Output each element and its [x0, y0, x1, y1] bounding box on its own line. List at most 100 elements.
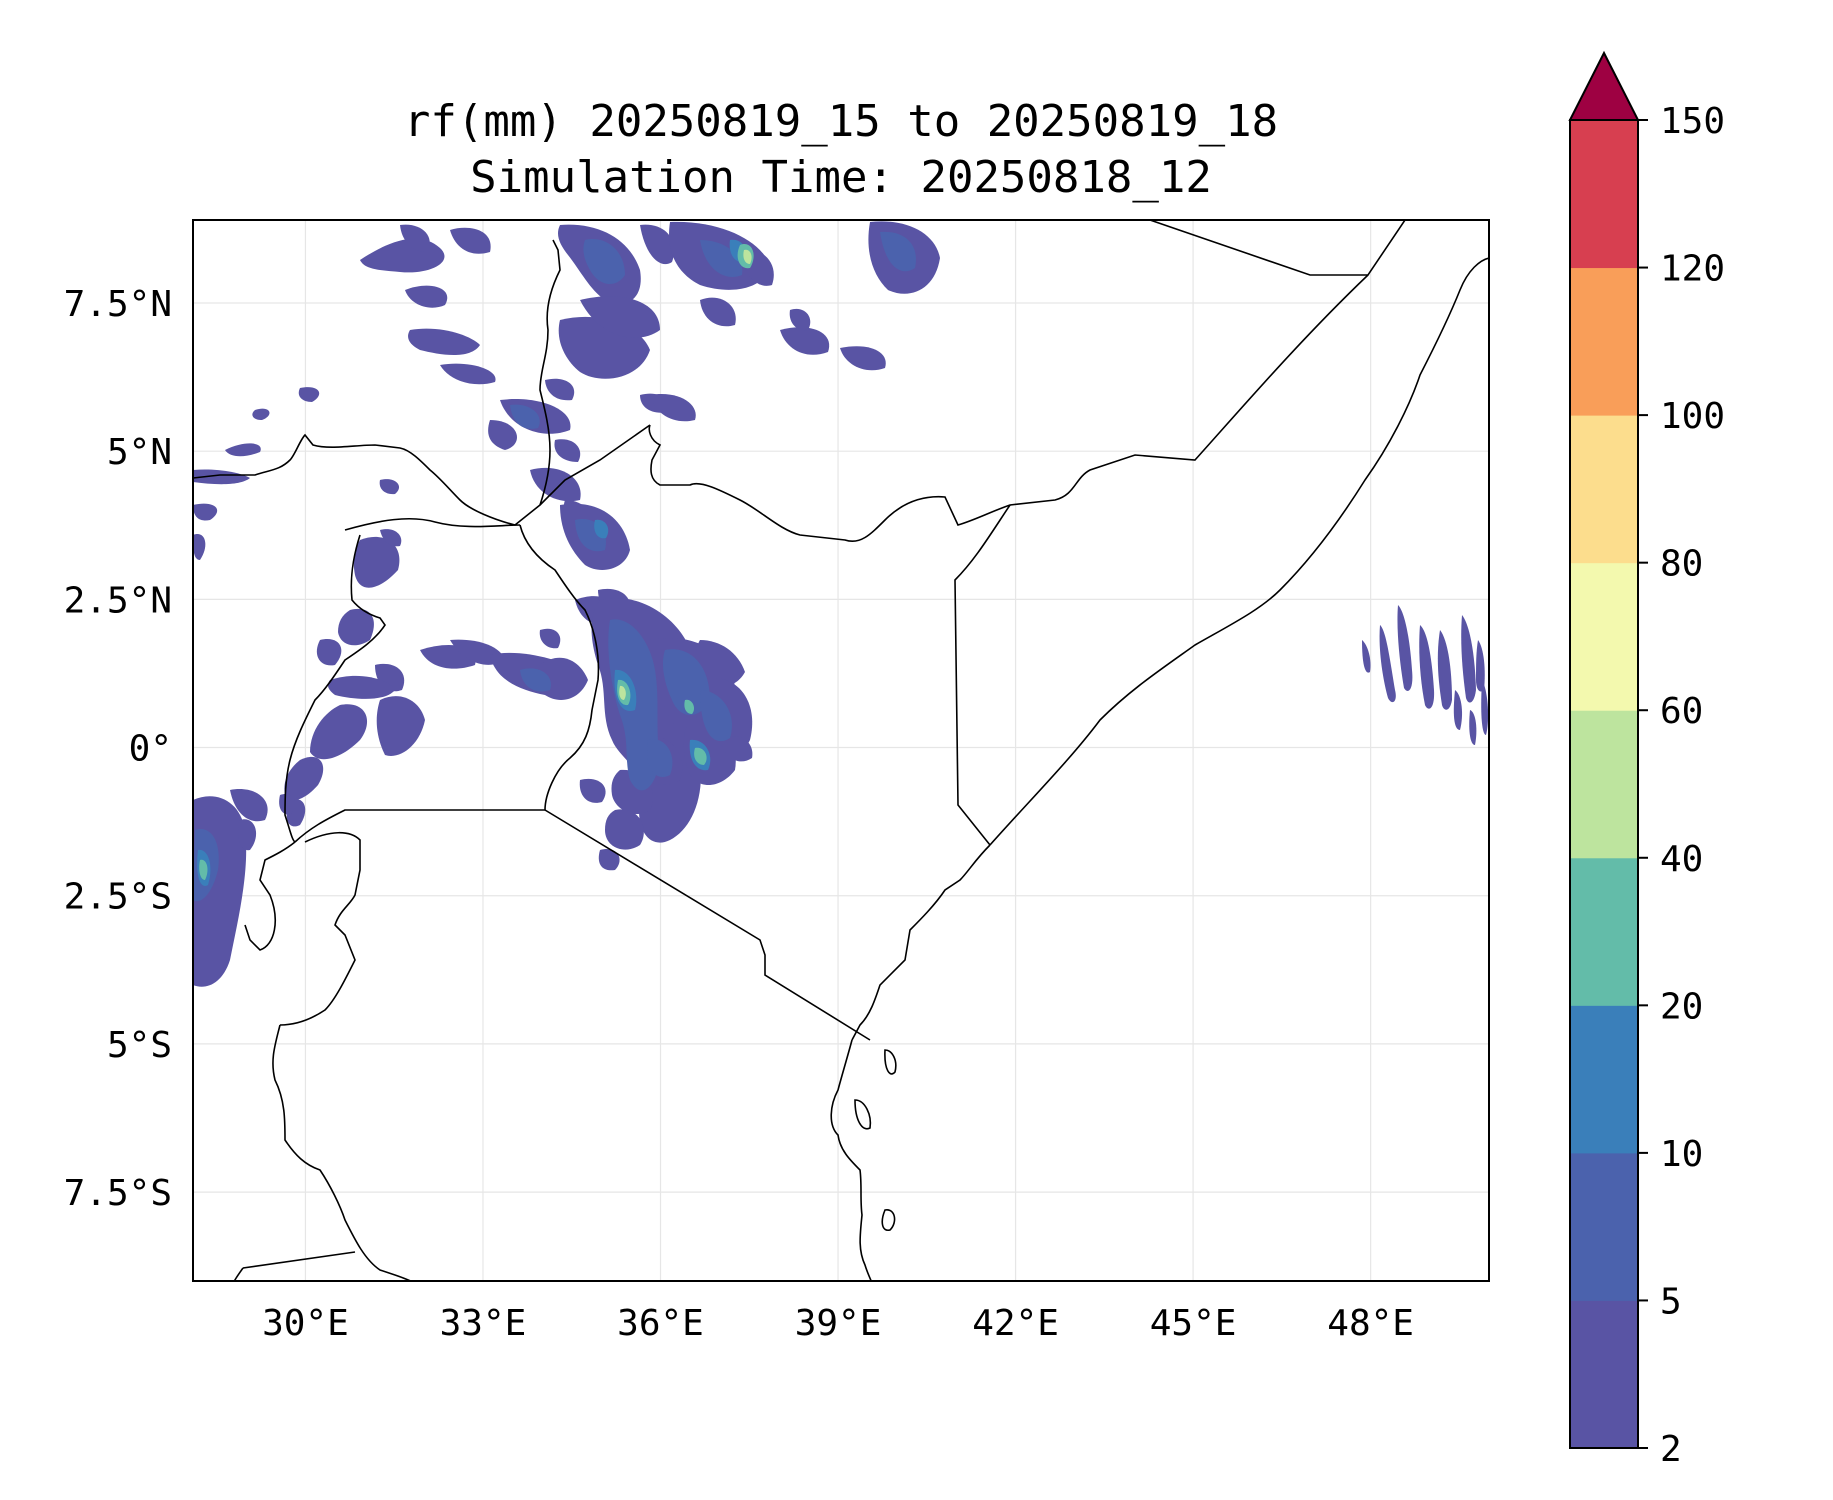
rain-patch	[520, 668, 551, 692]
border-line	[539, 239, 561, 506]
colorbar-frame	[1569, 119, 1639, 1449]
colorbar-tick-label: 100	[1660, 396, 1725, 437]
rain-patch	[353, 536, 400, 588]
map-panel: 30°E 33°E 36°E 39°E 42°E 45°E 48°E 7.5°N 5°N 2.5…	[64, 219, 1490, 1344]
rain-patch	[338, 608, 374, 646]
rain-patch	[700, 690, 732, 742]
rain-patch	[545, 378, 575, 401]
rain-patch	[695, 640, 745, 687]
border-line	[881, 1209, 896, 1232]
rain-patch	[700, 297, 736, 327]
rain-patch	[230, 789, 268, 822]
colorbar-band	[1570, 1152, 1638, 1301]
border-line	[272, 1024, 413, 1281]
lon-tick-label: 45°E	[1150, 1303, 1237, 1344]
rain-patch	[694, 747, 707, 765]
rain-patch	[1469, 710, 1477, 745]
rain-patch	[594, 519, 609, 539]
lat-tick-label: 5°N	[107, 432, 172, 473]
rain-patch	[400, 224, 430, 252]
rain-patch	[380, 529, 402, 547]
lon-tick-label: 30°E	[262, 1303, 349, 1344]
border-line	[344, 517, 521, 531]
border-line	[648, 274, 1369, 542]
border-line	[242, 1251, 356, 1269]
rain-patch	[580, 296, 660, 338]
lon-tick-label: 42°E	[972, 1303, 1059, 1344]
rain-patch	[598, 849, 620, 871]
border-line	[294, 809, 545, 843]
rain-patch	[193, 503, 218, 521]
border-line	[884, 1049, 897, 1075]
lat-tick-label: 7.5°S	[64, 1173, 172, 1214]
colorbar-tick-labels: 2 5 10 20 40 60 80 100 120 150	[1638, 101, 1725, 1470]
rain-patch	[252, 408, 270, 420]
rain-patch	[840, 346, 886, 371]
rain-patch	[583, 239, 625, 285]
colorbar-tick-label: 10	[1660, 1134, 1703, 1175]
lat-tick-label: 0°	[129, 729, 172, 770]
rain-patch	[1461, 615, 1476, 703]
map-frame	[192, 219, 1490, 1282]
colorbar-band	[1570, 415, 1638, 564]
border-line	[279, 831, 361, 1026]
colorbar-band	[1570, 857, 1638, 1006]
colorbar-tick-label: 150	[1660, 101, 1725, 142]
rain-patch	[376, 696, 425, 756]
colorbar-tick-label: 80	[1660, 544, 1703, 585]
border-line	[544, 809, 871, 1041]
border-line	[1149, 220, 1406, 276]
colorbar-bands	[1570, 120, 1638, 1449]
lon-tick-label: 39°E	[795, 1303, 882, 1344]
rain-patch	[316, 639, 342, 666]
rain-patch	[743, 249, 752, 264]
rain-patch	[193, 469, 250, 485]
rain-patch	[193, 534, 206, 560]
rain-patch	[1476, 640, 1485, 692]
rain-patch	[405, 285, 448, 308]
rain-patch	[1453, 690, 1463, 730]
rain-patch	[298, 387, 320, 402]
rain-patch	[279, 794, 296, 815]
border-line	[193, 424, 651, 526]
lat-tick-label: 2.5°S	[64, 877, 172, 918]
colorbar-band	[1570, 120, 1638, 269]
colorbar-tick-label: 120	[1660, 249, 1725, 290]
rain-patch	[780, 327, 830, 355]
rain-patch	[440, 363, 496, 385]
rain-patch	[1437, 630, 1452, 710]
border-line	[851, 844, 991, 1041]
lon-tick-label: 36°E	[617, 1303, 704, 1344]
rain-patch	[789, 308, 811, 331]
rain-patch	[530, 467, 581, 502]
rain-patch	[579, 778, 606, 803]
borders	[193, 220, 1489, 1281]
rain-patch	[720, 736, 753, 762]
rain-patch	[1379, 625, 1396, 703]
lat-tick-label: 2.5°N	[64, 580, 172, 621]
lon-tick-labels: 30°E 33°E 36°E 39°E 42°E 45°E 48°E	[262, 1303, 1414, 1344]
rain-patch	[650, 394, 696, 422]
rainfall-field	[193, 221, 1489, 987]
colorbar-tick-label: 60	[1660, 691, 1703, 732]
colorbar-extend-arrow	[1568, 50, 1640, 121]
rain-patch	[1362, 640, 1371, 673]
border-line	[854, 1099, 872, 1130]
rain-patch	[310, 704, 368, 760]
colorbar-tick-label: 2	[1660, 1429, 1682, 1470]
rain-patch	[619, 685, 626, 700]
rain-patch	[1481, 680, 1489, 735]
rain-patch	[510, 404, 540, 429]
border-line	[519, 524, 600, 811]
rain-patch	[684, 699, 695, 714]
title-line-1: rf(mm) 20250819_15 to 20250819_18	[404, 96, 1278, 147]
lat-tick-labels: 7.5°N 5°N 2.5°N 0° 2.5°S 5°S 7.5°S	[64, 284, 172, 1214]
colorbar-band	[1570, 1300, 1638, 1449]
rain-patch	[1397, 605, 1413, 691]
rain-patch	[700, 240, 743, 277]
border-line	[830, 1039, 873, 1281]
colorbar: 2 5 10 20 40 60 80 100 120 150	[1568, 50, 1725, 1470]
rain-patch	[662, 649, 710, 715]
border-line	[233, 1267, 244, 1281]
